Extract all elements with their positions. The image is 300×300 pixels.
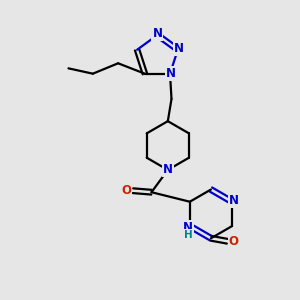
Text: N: N [163,164,173,176]
Text: N: N [183,221,193,234]
Text: N: N [166,67,176,80]
Text: O: O [122,184,131,197]
Text: N: N [152,27,162,40]
Text: O: O [229,235,239,248]
Text: N: N [174,42,184,55]
Text: N: N [229,194,238,207]
Text: H: H [184,230,193,240]
